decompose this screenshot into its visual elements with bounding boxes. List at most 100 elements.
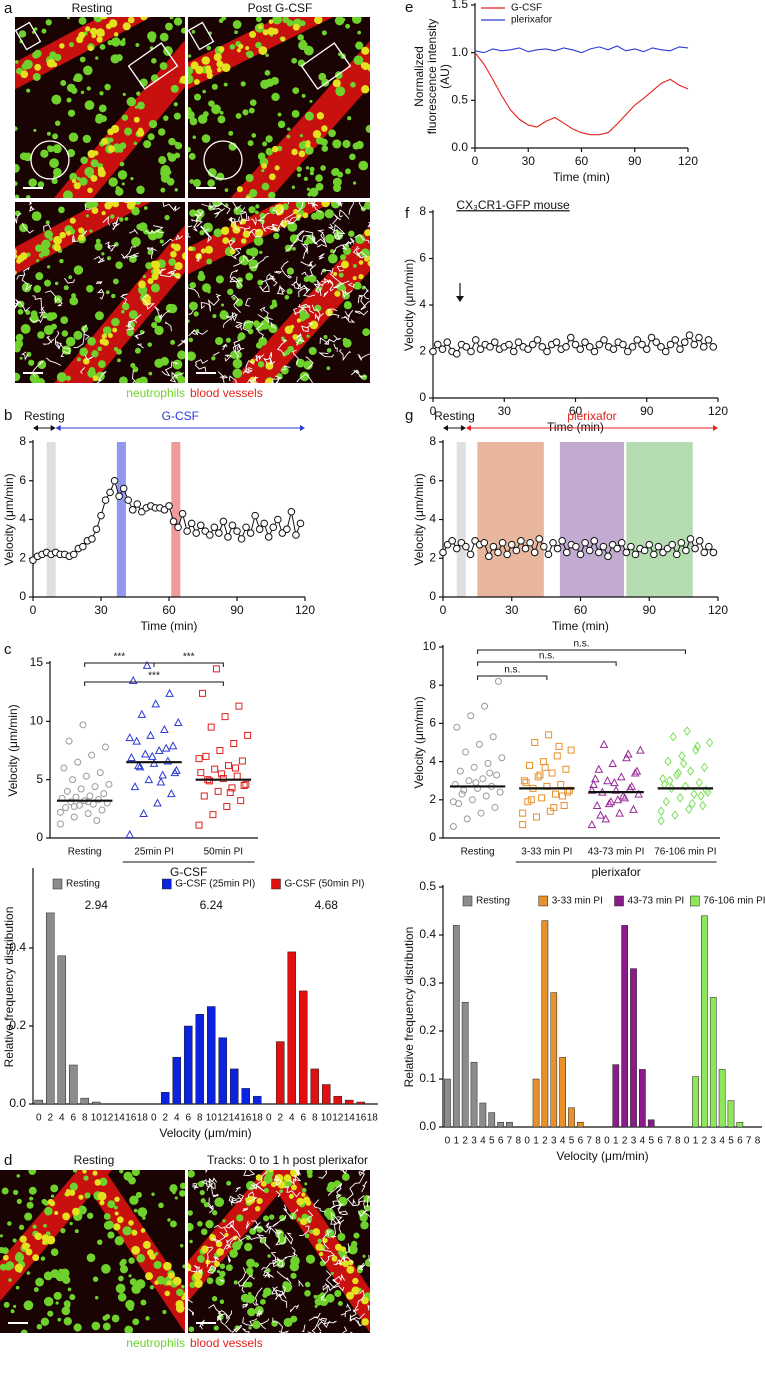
neutrophil: [159, 62, 168, 70]
point: [63, 787, 71, 795]
track: [213, 208, 225, 218]
bar: [576, 1121, 584, 1128]
point: [237, 797, 245, 805]
point: [549, 538, 557, 547]
highlight-band: [456, 442, 466, 597]
x-tick-label: 90: [628, 154, 642, 168]
track: [145, 229, 160, 235]
point: [572, 542, 580, 551]
y-tick-label: 0.3: [419, 975, 436, 989]
point: [230, 740, 238, 747]
point: [476, 345, 485, 353]
significance-label: n.s.: [504, 665, 520, 676]
bar: [692, 1076, 699, 1128]
track: [273, 1256, 288, 1265]
track: [273, 271, 283, 274]
y-axis-label: Velocity (μm/min): [2, 473, 16, 565]
point: [557, 781, 565, 789]
neutrophil: [304, 45, 314, 56]
x-tick-label: 4: [480, 1136, 486, 1147]
track: [129, 228, 139, 235]
neutrophil: [303, 360, 313, 370]
point: [443, 338, 452, 347]
point: [604, 552, 612, 561]
neutrophil: [270, 76, 279, 85]
neutrophil: [36, 1323, 43, 1330]
neutrophil: [149, 1253, 156, 1260]
neutrophil: [112, 327, 118, 333]
neutrophil: [46, 131, 51, 136]
neutrophil: [168, 137, 176, 146]
neutrophil: [165, 303, 175, 313]
x-tick-label: 6: [300, 1113, 306, 1124]
neutrophil: [264, 69, 271, 76]
neutrophil: [293, 208, 299, 215]
neutrophil: [249, 31, 257, 39]
micrograph: [188, 1170, 370, 1333]
x-tick-label: 0: [30, 603, 37, 617]
neutrophil: [148, 119, 158, 129]
track: [256, 1233, 271, 1250]
track: [246, 1191, 258, 1203]
track: [308, 1312, 321, 1321]
neutrophil: [355, 234, 365, 245]
neutrophil: [135, 1191, 142, 1198]
significance-label: ***: [183, 652, 195, 663]
neutrophil: [342, 139, 351, 149]
neutrophil: [151, 1192, 155, 1197]
micrograph: [15, 11, 185, 198]
x-tick-label: 90: [643, 603, 657, 617]
neutrophil: [245, 272, 254, 281]
track: [315, 283, 322, 296]
neutrophil: [99, 1177, 108, 1186]
neutrophil: [46, 58, 56, 68]
point: [489, 542, 498, 551]
point: [532, 813, 540, 821]
bar: [718, 1069, 726, 1128]
neutrophil: [140, 1228, 146, 1233]
neutrophil: [253, 236, 264, 246]
legend-label: 43-73 min PI: [628, 896, 685, 907]
y-tick-label: 0.0: [9, 1096, 26, 1110]
neutrophil: [258, 46, 268, 55]
neutrophil: [303, 176, 309, 182]
neutrophil: [112, 202, 120, 208]
neutrophil: [192, 178, 202, 188]
track: [256, 1309, 263, 1317]
neutrophil: [166, 1280, 172, 1286]
point: [165, 502, 173, 510]
point: [691, 544, 699, 553]
point: [468, 796, 476, 804]
point: [456, 767, 464, 775]
y-tick-label: 4: [19, 512, 26, 526]
x-tick-label: 30: [94, 603, 108, 617]
neutrophil: [268, 191, 276, 198]
neutrophil: [166, 177, 175, 186]
neutrophil: [69, 1294, 76, 1301]
legend-label: plerixafor: [511, 15, 553, 26]
neutrophil: [50, 1269, 60, 1278]
point: [617, 538, 626, 547]
neutrophil: [119, 1265, 129, 1274]
track: [188, 225, 193, 238]
neutrophil: [240, 256, 249, 266]
neutrophil: [341, 17, 346, 22]
point: [70, 803, 78, 810]
neutrophil: [316, 112, 325, 120]
neutrophil: [130, 177, 134, 181]
neutrophil: [33, 27, 38, 31]
x-tick-label: 14: [229, 1113, 241, 1124]
point: [215, 529, 223, 537]
neutrophil: [138, 11, 143, 16]
track: [249, 1182, 265, 1192]
point: [652, 338, 661, 347]
point: [486, 343, 494, 351]
neutrophil: [334, 17, 345, 26]
point: [634, 789, 643, 798]
point: [134, 761, 143, 770]
point: [618, 791, 628, 800]
neutrophil: [79, 56, 86, 63]
neutrophil: [115, 261, 123, 270]
neutrophil: [59, 43, 65, 49]
y-tick-label: 5: [36, 772, 43, 786]
